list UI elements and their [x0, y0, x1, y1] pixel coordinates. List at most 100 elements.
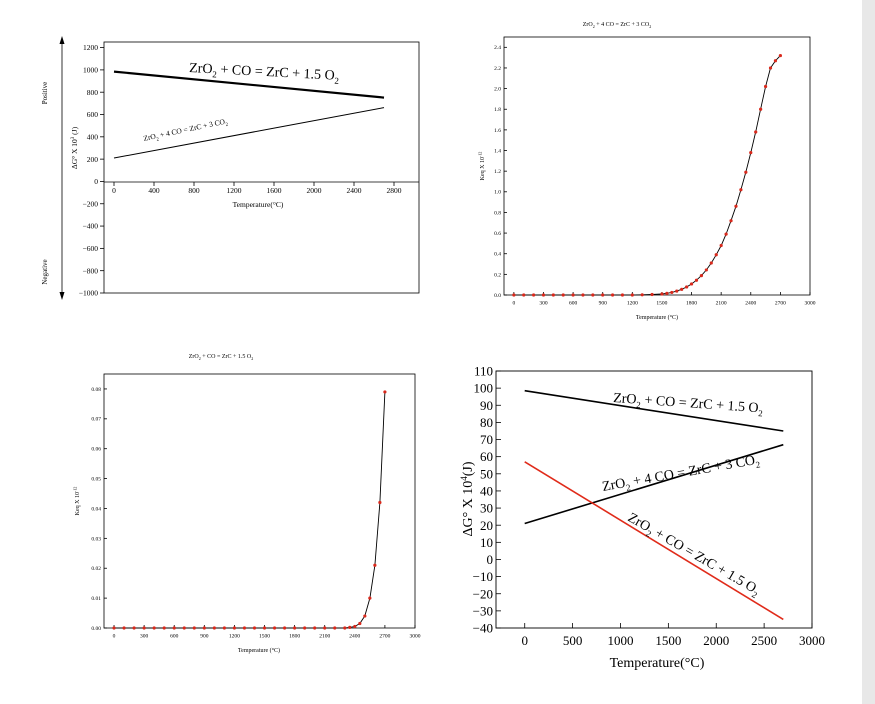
p4-plot-frame: [495, 370, 813, 629]
p2-xtick-label: 2100: [716, 301, 727, 307]
p2-xtick-label: 1500: [656, 301, 667, 307]
p3-ytick-label: 0.02: [91, 566, 101, 572]
p3-ytick-label: 0.04: [91, 506, 101, 512]
p2-xtick-label: 2700: [775, 301, 786, 307]
p2-data-point: [610, 293, 615, 297]
p3-ytick-label: 0.00: [91, 626, 101, 632]
p1-ytick-label: −800: [83, 266, 99, 275]
p3-ytick-label: 0.05: [91, 477, 101, 483]
p3-data-point: [172, 626, 176, 630]
p3-data-point: [323, 626, 327, 630]
p4-series: [524, 389, 784, 621]
p3-data-point: [122, 626, 126, 630]
p3-xtick-label: 2700: [379, 634, 390, 640]
p1-ytick-label: 800: [87, 88, 99, 97]
p1-xtick-label: 1200: [227, 186, 242, 195]
p2-data-point: [640, 293, 644, 297]
p4-ytick-label: 20: [480, 518, 493, 533]
p2-ytick-label: 2.4: [494, 45, 501, 51]
p1-ticks: 0 400 800 1200 1600 2000 2400 28001200100080060…: [79, 43, 402, 297]
p4-ytick-label: −10: [473, 569, 493, 584]
p3-xtick-label: 900: [200, 634, 209, 640]
p4-ytick-label: −30: [473, 603, 493, 618]
p3-data-point: [383, 390, 387, 394]
p2-data-point: [601, 293, 605, 297]
p3-data-point: [162, 626, 166, 630]
p3-data-point: [368, 596, 372, 600]
p3-plot-frame: [103, 373, 416, 629]
p3-ytick-label: 0.07: [91, 417, 101, 423]
p3-xtick-label: 0: [113, 634, 116, 640]
p3-data-point: [348, 625, 352, 630]
p3-data-point: [152, 626, 156, 630]
p3-series-line: [114, 391, 386, 629]
page-scrollbar[interactable]: [862, 0, 875, 704]
p2-ytick-label: 0.6: [494, 231, 501, 237]
p4-ytick-label: −40: [473, 621, 493, 636]
p1-ytick-label: 0: [94, 177, 98, 186]
p2-xtick-label: 600: [569, 301, 578, 307]
p2-data-point: [719, 243, 723, 248]
p2-data-point: [680, 287, 684, 291]
p2-data-point: [650, 292, 654, 297]
p2-ytick-label: 2.2: [494, 66, 501, 72]
p1-ytick-label: 600: [87, 110, 99, 119]
p3-data-point: [353, 624, 357, 629]
p4-ytick-label: 60: [480, 449, 493, 464]
p3-xtick-label: 1500: [259, 634, 270, 640]
p3-data-point: [132, 626, 136, 630]
p4-ytick-label: 50: [480, 466, 493, 481]
p3-xtick-label: 2100: [319, 634, 330, 640]
p3-data-point: [293, 626, 297, 630]
p1-xtick-label: 2400: [347, 186, 362, 195]
p3-data-point: [358, 621, 362, 626]
p3-series: [112, 390, 387, 630]
p2-data-point: [699, 273, 704, 278]
p1-series-line: [113, 70, 385, 99]
p3-title: ZrO2 + CO = ZrC + 1.5 O2: [189, 354, 253, 361]
p2-ytick-label: 0.0: [494, 293, 501, 299]
p4-xtick-label: 3000: [799, 633, 825, 648]
p4-series-line: [524, 443, 784, 525]
p3-data-point: [363, 614, 367, 618]
p2-data-point: [571, 293, 575, 297]
p2-data-point: [749, 150, 753, 155]
p4-ytick-label: 10: [480, 535, 493, 550]
p2-data-point: [561, 293, 565, 297]
p2-data-point: [685, 285, 689, 289]
p4-ytick-label: 40: [480, 483, 493, 498]
p1-series-line: [113, 107, 385, 159]
panel-1-gibbs-3: 0 400 800 1200 1600 2000 2400 28001200100080060…: [41, 36, 420, 300]
p1-xtick-label: 2800: [387, 186, 402, 195]
p2-ticks: 0 300 600 900 1200 1500 1800 2100 2400 2700 3000 0.…: [494, 45, 816, 306]
p3-y-label: Keq X 10-12: [73, 487, 82, 516]
p3-data-point: [373, 563, 377, 567]
p2-y-label: Keq X 10-12: [478, 152, 487, 181]
p1-ytick-label: −400: [83, 222, 99, 231]
p2-data-point: [709, 261, 713, 265]
p1-ytick-label: 1000: [83, 66, 98, 75]
p3-xtick-label: 2400: [349, 634, 360, 640]
p3-xtick-label: 600: [170, 634, 179, 640]
p2-data-point: [675, 289, 679, 293]
p3-xtick-label: 300: [140, 634, 149, 640]
p1-xtick-label: 0: [112, 186, 116, 195]
p3-xtick-label: 1800: [289, 634, 300, 640]
p1-xtick-label: 2000: [307, 186, 322, 195]
p2-data-point: [665, 291, 669, 295]
p2-data-point: [591, 293, 595, 297]
p4-xtick-label: 0: [521, 633, 528, 648]
p2-plot-frame: [503, 36, 811, 296]
p2-data-point: [512, 293, 516, 297]
p1-xtick-label: 1600: [267, 186, 282, 195]
p4-xtick-label: 1500: [655, 633, 681, 648]
p2-data-point: [630, 293, 634, 297]
p2-ytick-label: 1.0: [494, 190, 501, 196]
p4-ytick-label: 30: [480, 501, 493, 516]
p3-data-point: [303, 626, 307, 630]
p2-data-point: [773, 59, 778, 63]
p2-ytick-label: 1.6: [494, 128, 501, 134]
p2-data-point: [744, 170, 748, 174]
p4-ytick-label: 100: [474, 381, 494, 396]
p4-ytick-label: 0: [487, 552, 494, 567]
